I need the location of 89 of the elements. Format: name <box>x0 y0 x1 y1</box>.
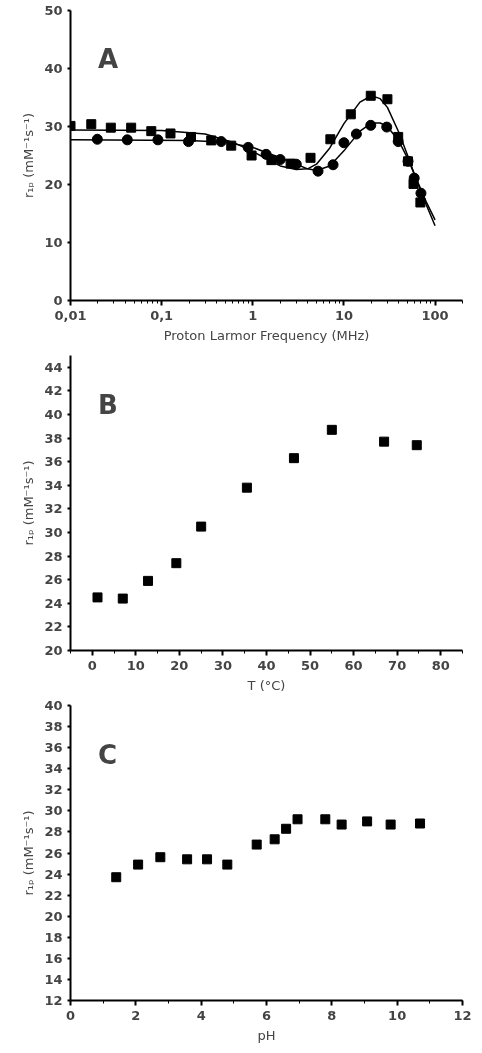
y-tick-label: 18 <box>44 929 63 945</box>
text: C <box>97 740 118 771</box>
x-tick-label: 20 <box>170 657 189 673</box>
point <box>288 453 299 464</box>
x-tick-label: 60 <box>344 657 363 673</box>
y-tick-label: 24 <box>44 866 63 882</box>
point <box>222 859 233 870</box>
y-tick-label: 30 <box>44 803 63 819</box>
y-tick-label: 26 <box>44 845 63 861</box>
point <box>379 436 390 447</box>
y-tick-label: 50 <box>44 3 63 18</box>
text: B <box>97 390 118 421</box>
y-tick-label: 10 <box>44 235 63 250</box>
y-tick-label: 32 <box>44 501 63 517</box>
point <box>326 424 337 435</box>
x-tick-label: 6 <box>261 1007 272 1023</box>
x-tick-label: 4 <box>196 1007 206 1023</box>
text: A <box>97 44 119 75</box>
y-tick-label: 14 <box>44 971 63 987</box>
x-axis-title: pH <box>257 1027 276 1043</box>
y-axis-title: r₁ₚ (mM⁻¹s⁻¹) <box>21 460 37 546</box>
point <box>415 818 426 829</box>
y-axis-title: r₁ₚ (mM⁻¹s⁻¹) <box>21 810 37 896</box>
point <box>182 854 193 865</box>
y-tick-label: 20 <box>44 177 63 192</box>
y-tick-label: 34 <box>44 761 63 777</box>
point <box>202 854 213 865</box>
point <box>111 872 122 883</box>
y-tick-label: 30 <box>44 119 63 134</box>
y-tick-label: 38 <box>44 719 63 735</box>
y-tick-label: 22 <box>44 619 63 635</box>
y-tick-label: 42 <box>44 383 63 399</box>
y-tick-label: 40 <box>44 698 63 713</box>
y-tick-label: 20 <box>44 908 63 924</box>
point <box>385 819 396 830</box>
x-tick-label: 40 <box>257 657 276 673</box>
y-axis-title: r₁ₚ (mM⁻¹s⁻¹) <box>21 112 37 199</box>
point <box>292 814 303 825</box>
x-tick-label: 0,01 <box>54 307 87 323</box>
point <box>196 521 207 532</box>
y-tick-label: 16 <box>44 950 63 966</box>
point <box>133 859 144 870</box>
y-tick-label: 44 <box>44 359 63 375</box>
point <box>320 814 331 825</box>
y-tick-label: 30 <box>44 525 63 540</box>
x-tick-label: 8 <box>327 1007 337 1023</box>
y-tick-label: 34 <box>44 477 63 493</box>
x-tick-label: 80 <box>431 657 450 673</box>
x-axis-title: T (°C) <box>246 677 286 693</box>
point <box>336 819 347 830</box>
y-tick-label: 22 <box>44 887 63 903</box>
point <box>155 852 166 863</box>
y-tick-label: 28 <box>44 824 63 840</box>
y-tick-label: 36 <box>44 740 63 756</box>
y-tick-label: 36 <box>44 454 63 470</box>
point <box>251 839 262 850</box>
x-tick-label: 10 <box>126 657 145 673</box>
x-tick-label: 10 <box>388 1007 407 1023</box>
y-tick-label: 40 <box>44 407 63 422</box>
x-tick-label: 50 <box>301 657 320 673</box>
x-tick-label: 10 <box>334 307 353 323</box>
y-tick-label: 20 <box>44 643 63 658</box>
y-tick-label: 24 <box>44 595 63 611</box>
point <box>269 834 280 845</box>
x-tick-label: 0 <box>87 657 97 673</box>
point <box>117 593 128 604</box>
y-tick-label: 26 <box>44 572 63 588</box>
point <box>411 440 422 451</box>
y-tick-label: 40 <box>44 61 63 76</box>
x-tick-label: 2 <box>131 1007 141 1023</box>
y-tick-label: 0 <box>53 293 63 308</box>
x-tick-label: 12 <box>453 1007 472 1023</box>
point <box>143 575 154 586</box>
y-tick-label: 38 <box>44 430 63 446</box>
point <box>171 558 182 569</box>
y-tick-label: 28 <box>44 548 63 564</box>
y-tick-label: 12 <box>44 993 63 1008</box>
x-tick-label: 0 <box>65 1007 76 1023</box>
x-tick-label: 1 <box>248 307 258 323</box>
y-tick-label: 32 <box>44 782 63 798</box>
x-tick-label: 30 <box>213 657 232 673</box>
point <box>92 592 103 603</box>
point <box>281 823 292 834</box>
point <box>362 816 373 827</box>
x-tick-label: 70 <box>388 657 407 673</box>
x-tick-label: 0,1 <box>150 307 174 323</box>
x-tick-label: 100 <box>421 307 449 323</box>
x-axis-title: Proton Larmor Frequency (MHz) <box>163 327 370 343</box>
point <box>241 482 252 493</box>
